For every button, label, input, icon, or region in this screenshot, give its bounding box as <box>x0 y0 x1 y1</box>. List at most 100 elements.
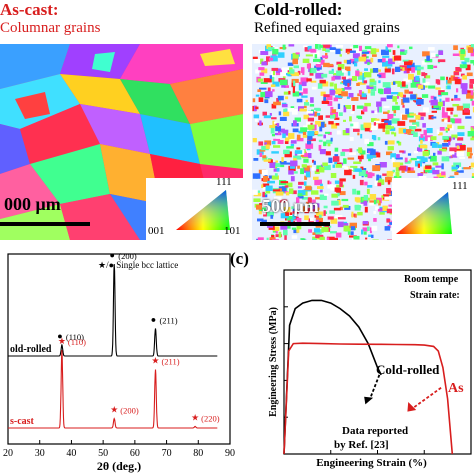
grain <box>335 48 341 55</box>
grain <box>408 73 414 80</box>
grain <box>299 108 307 112</box>
grain <box>469 153 473 156</box>
grain <box>367 172 373 179</box>
grain <box>286 216 295 221</box>
grain <box>383 105 390 109</box>
grain <box>449 151 455 155</box>
grain <box>425 165 432 169</box>
grain <box>454 94 458 100</box>
grain <box>435 165 443 168</box>
as-cast-ebsd-map: 111 001 101 000 μm <box>0 44 243 240</box>
grain <box>269 237 276 240</box>
grain <box>287 72 291 75</box>
grain <box>337 217 346 220</box>
grain <box>386 95 394 99</box>
grain <box>365 239 369 240</box>
grain <box>436 101 443 107</box>
xrd-legend: ★/● Single bcc lattice <box>98 260 178 270</box>
grain <box>309 204 313 207</box>
grain <box>300 127 307 132</box>
cold-rolled-title: Cold-rolled: <box>254 0 343 19</box>
circle-marker: ● <box>110 250 115 260</box>
grain <box>464 57 470 63</box>
grain <box>304 181 307 186</box>
grain <box>351 97 359 101</box>
grain <box>384 196 392 200</box>
grain <box>323 210 326 216</box>
grain <box>470 60 474 64</box>
grain <box>427 64 434 70</box>
grain <box>360 133 363 139</box>
grain <box>307 45 312 51</box>
grain <box>319 149 326 155</box>
grain <box>393 113 396 116</box>
grain <box>379 162 387 168</box>
grain <box>371 110 376 114</box>
grain <box>343 119 346 122</box>
grain <box>282 44 286 50</box>
grain <box>387 228 394 231</box>
grain <box>402 67 405 71</box>
grain <box>263 211 266 215</box>
grain <box>319 166 325 173</box>
grain <box>344 86 352 90</box>
grain <box>252 56 258 59</box>
grain <box>279 116 287 121</box>
grain <box>407 170 416 173</box>
grain <box>254 118 258 122</box>
grain <box>301 196 309 200</box>
grain <box>426 128 433 134</box>
grain <box>315 44 320 49</box>
grain <box>369 200 376 203</box>
grain <box>312 199 316 203</box>
grain <box>328 157 333 163</box>
grain <box>391 131 394 135</box>
grain <box>400 51 407 55</box>
grain <box>278 186 287 192</box>
grain <box>377 182 382 187</box>
grain <box>417 69 421 75</box>
xrd-x-tick-label: 70 <box>162 448 172 459</box>
grain <box>337 67 342 71</box>
grain <box>331 76 335 81</box>
grain <box>341 88 345 91</box>
cold-rolled-scale-bar-label: 500 μm <box>262 196 319 216</box>
grain <box>372 239 379 240</box>
grain <box>420 134 424 138</box>
grain <box>364 56 369 59</box>
xrd-peak-label: (200) <box>120 406 139 416</box>
grain <box>327 180 330 186</box>
grain <box>448 141 451 146</box>
grain <box>392 50 396 55</box>
grain <box>430 99 438 106</box>
grain <box>269 113 272 116</box>
grain <box>376 101 382 107</box>
grain <box>262 183 270 187</box>
grain <box>321 226 329 233</box>
grain <box>428 115 434 120</box>
grain <box>397 121 406 126</box>
grain <box>328 121 334 125</box>
grain <box>454 171 459 176</box>
grain <box>444 128 449 131</box>
grain <box>324 193 329 196</box>
grain <box>323 141 327 147</box>
grain <box>399 150 404 153</box>
grain <box>253 198 261 202</box>
grain <box>455 143 462 147</box>
grain <box>257 78 263 82</box>
grain <box>466 152 471 157</box>
grain <box>254 59 261 64</box>
grain <box>402 97 410 103</box>
grain <box>285 96 289 100</box>
grain <box>272 239 280 240</box>
grain <box>470 127 473 131</box>
grain <box>453 45 458 50</box>
grain <box>463 167 471 170</box>
grain <box>349 222 357 228</box>
grain <box>381 49 389 56</box>
grain <box>306 111 313 114</box>
grain <box>308 229 312 233</box>
grain <box>417 173 423 177</box>
grain <box>289 69 295 74</box>
